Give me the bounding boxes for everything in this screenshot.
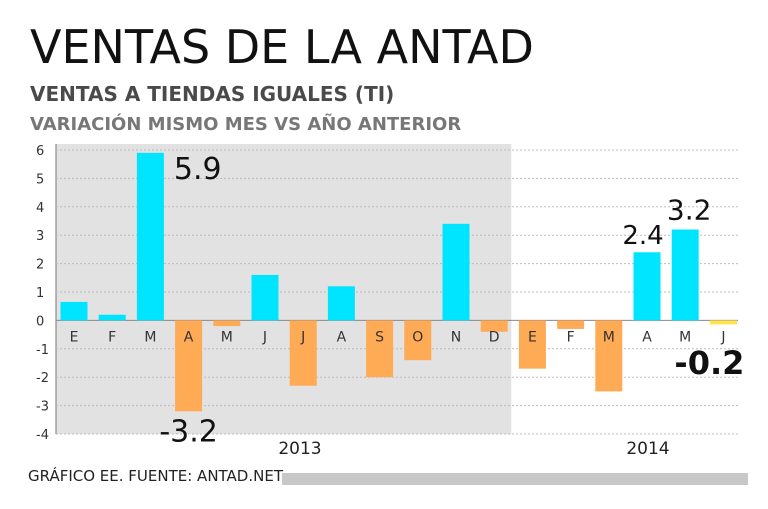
bar-f-1	[98, 314, 126, 321]
bar-m-2	[136, 152, 164, 321]
bar-f-13	[557, 320, 585, 329]
y-tick-label: -2	[36, 371, 49, 386]
y-tick-label: 1	[36, 286, 44, 301]
bar-o-9	[404, 320, 432, 361]
bar-a-15	[633, 252, 661, 321]
y-tick-label: 4	[36, 201, 44, 216]
year-label: 2013	[278, 439, 321, 459]
x-tick-label: A	[184, 329, 194, 345]
x-tick-label: F	[567, 329, 575, 345]
x-tick-label: M	[221, 329, 233, 345]
bar-m-14	[595, 320, 623, 392]
year-2013-shade	[56, 144, 512, 434]
bar-j-5	[251, 274, 279, 321]
bar-s-8	[366, 320, 394, 378]
chart-title: VENTAS DE LA ANTAD	[30, 20, 534, 74]
x-tick-label: A	[642, 329, 652, 345]
x-tick-label: M	[603, 329, 615, 345]
bar-n-10	[442, 223, 470, 321]
y-tick-label: 3	[36, 229, 44, 244]
x-tick-label: F	[108, 329, 116, 345]
source-note: GRÁFICO EE. FUENTE: ANTAD.NET	[28, 467, 283, 485]
bar-j-17	[709, 320, 737, 325]
bar-a-7	[327, 286, 355, 321]
y-tick-label: -1	[36, 343, 49, 358]
x-tick-label: M	[144, 329, 156, 345]
year-label: 2014	[626, 439, 669, 459]
x-tick-label: D	[489, 329, 500, 345]
y-tick-label: -4	[36, 428, 49, 443]
y-tick-label: 6	[36, 144, 44, 159]
x-tick-label: J	[300, 329, 305, 345]
bar-m-4	[213, 320, 241, 327]
data-label: 5.9	[174, 152, 222, 187]
x-tick-label: O	[412, 329, 423, 345]
y-tick-label: -3	[36, 400, 49, 415]
x-tick-label: E	[528, 329, 537, 345]
x-tick-label: S	[375, 329, 384, 345]
bar-a-3	[175, 320, 203, 412]
y-tick-label: 2	[36, 258, 44, 273]
x-tick-label: J	[262, 329, 267, 345]
bar-m-16	[671, 229, 699, 321]
data-label: 3.2	[667, 194, 712, 227]
data-label: -3.2	[159, 414, 218, 449]
bar-e-12	[518, 320, 546, 369]
data-label: 2.4	[622, 221, 663, 251]
bar-e-0	[60, 301, 88, 321]
chart-subtitle: VENTAS A TIENDAS IGUALES (TI)	[30, 82, 395, 106]
data-label: -0.2	[674, 344, 744, 382]
y-tick-label: 5	[36, 172, 44, 187]
x-tick-label: E	[70, 329, 79, 345]
footer-bar	[282, 473, 748, 485]
x-tick-label: M	[679, 329, 691, 345]
bar-d-11	[480, 320, 508, 332]
x-tick-label: J	[720, 329, 725, 345]
bar-j-6	[289, 320, 317, 386]
chart-description: VARIACIÓN MISMO MES VS AÑO ANTERIOR	[30, 114, 462, 135]
x-tick-label: N	[451, 329, 461, 345]
x-tick-label: A	[337, 329, 347, 345]
y-tick-label: 0	[36, 314, 44, 329]
